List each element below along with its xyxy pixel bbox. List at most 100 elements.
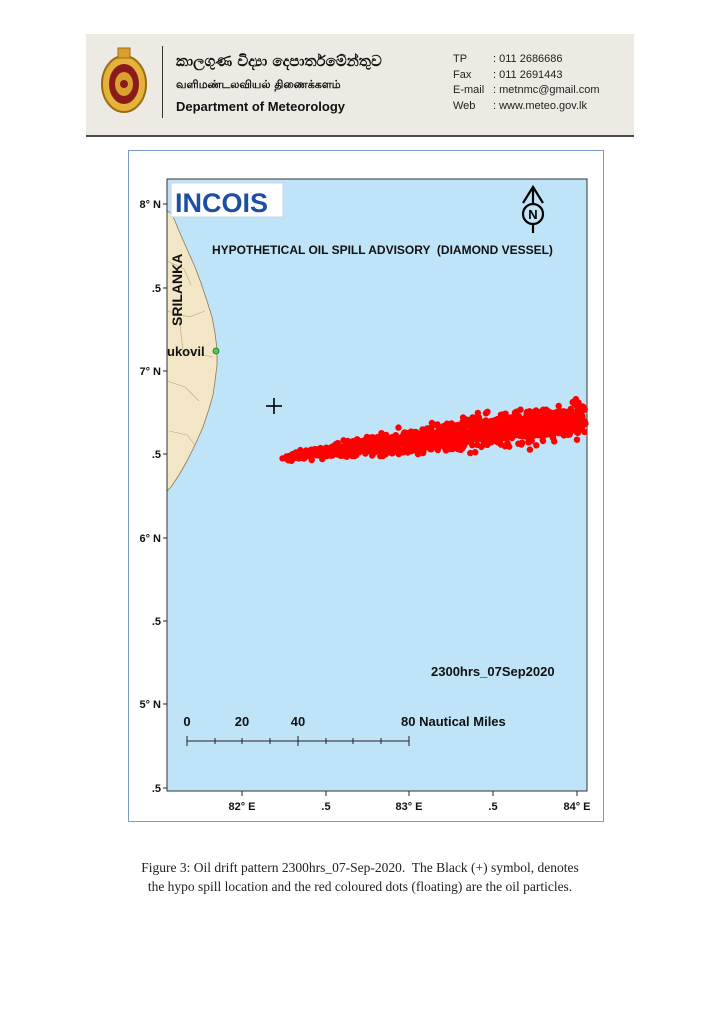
oil-particle: [532, 407, 539, 415]
oil-particle: [431, 435, 438, 442]
contact-block: TP: 011 2686686 Fax : 011 2691443 E-mail:…: [453, 52, 600, 114]
place-label: ukovil: [167, 344, 205, 359]
oil-particle: [574, 423, 581, 430]
oil-particle: [466, 417, 473, 424]
oil-particle: [533, 423, 540, 430]
oil-particle: [488, 437, 495, 444]
oil-particle: [301, 451, 309, 458]
oil-particle: [351, 452, 358, 460]
oil-particle: [343, 452, 351, 459]
scale-bar: 0 20 40 80 Nautical Miles: [183, 714, 506, 746]
lat-tick-label: 7° N: [139, 366, 161, 378]
oil-particle: [552, 409, 559, 416]
oil-particle: [454, 441, 461, 449]
oil-particle: [432, 441, 439, 449]
english-name: Department of Meteorology: [176, 99, 346, 114]
oil-particle: [447, 435, 455, 443]
oil-particle: [526, 446, 534, 453]
sri-lanka-land: [166, 210, 218, 492]
contact-value: : metnmc@gmail.com: [493, 84, 600, 96]
oil-particle: [389, 439, 396, 446]
oil-particle: [528, 427, 535, 434]
incois-logo: INCOIS: [170, 182, 284, 218]
lon-tick-label: 82° E: [228, 801, 255, 813]
oil-particle: [379, 432, 386, 440]
contact-label: Fax: [453, 68, 472, 81]
map-border: [166, 178, 588, 792]
oil-particle: [551, 415, 558, 422]
oil-particle: [467, 449, 474, 457]
oil-particle: [459, 434, 467, 442]
scale-label: 40: [291, 714, 305, 729]
town-marker: [212, 347, 220, 355]
lon-tick-label: .5: [321, 801, 330, 813]
oil-particle: [307, 450, 314, 457]
oil-particle: [401, 447, 408, 454]
oil-particle: [418, 432, 426, 439]
oil-particle: [370, 440, 377, 447]
lon-tick-label: 83° E: [395, 801, 422, 813]
oil-particle: [402, 442, 409, 449]
latitude-axis: 8° N .5 7° N .5 6° N .5 5° N .5: [139, 199, 167, 795]
oil-particle: [428, 419, 436, 427]
oil-particle: [471, 414, 479, 421]
oil-particle: [350, 441, 358, 449]
oil-particle: [555, 402, 562, 410]
north-arrow-icon: [521, 184, 545, 233]
oil-particle: [522, 420, 530, 427]
oil-particle: [559, 423, 567, 430]
oil-particle: [493, 429, 500, 436]
oil-particle: [568, 411, 575, 418]
oil-particle: [574, 429, 581, 437]
oil-particle: [331, 445, 339, 453]
oil-particle: [342, 443, 349, 450]
oil-particle: [452, 426, 459, 433]
oil-particle: [573, 402, 580, 409]
oil-particle: [543, 420, 551, 427]
lat-tick-label: 5° N: [139, 699, 161, 711]
oil-particle: [542, 428, 550, 436]
caption-line: Figure 3: Oil drift pattern 2300hrs_07-S…: [141, 860, 579, 875]
oil-particle: [427, 445, 434, 453]
oil-particle: [478, 443, 485, 451]
logo-text: INCOIS: [175, 188, 268, 218]
letterhead: කාලගුණ විද්‍යා දෙපාර්තමේන්තුව வளிமண்டலவி…: [86, 34, 634, 137]
oil-particle: [314, 449, 322, 457]
oil-particle: [292, 449, 299, 456]
oil-particle: [425, 429, 432, 436]
oil-particle: [435, 427, 442, 434]
header-divider: [162, 46, 163, 118]
lat-tick-label: .5: [152, 449, 161, 461]
lat-tick-label: .5: [152, 616, 161, 628]
oil-particle: [511, 424, 518, 431]
oil-particle: [518, 439, 526, 446]
contact-value: : 011 2691443: [493, 68, 563, 81]
scale-label: 80 Nautical Miles: [401, 714, 506, 729]
oil-particle: [569, 426, 576, 433]
oil-particle: [398, 436, 405, 443]
lon-tick-label: .5: [488, 801, 497, 813]
oil-particle: [382, 448, 389, 455]
lat-tick-label: .5: [152, 783, 161, 795]
oil-spill-map: INCOIS N HYPOTHETICAL OIL SPILL ADVISORY…: [139, 178, 591, 813]
oil-particle: [501, 443, 509, 450]
oil-particle: [480, 437, 487, 444]
oil-particle: [442, 433, 449, 440]
country-label: SRILANKA: [169, 254, 185, 326]
oil-particle: [459, 414, 467, 421]
sri-lanka-emblem-icon: [101, 47, 147, 113]
spill-location-marker: [266, 398, 282, 414]
oil-particle: [414, 435, 421, 442]
oil-particle: [573, 436, 581, 443]
oil-particle: [470, 422, 478, 430]
oil-particle: [525, 410, 533, 417]
contact-value: : 011 2686686: [493, 53, 563, 65]
contact-row: TP: 011 2686686: [453, 52, 600, 68]
oil-particle: [553, 427, 560, 435]
oil-particle: [489, 421, 497, 428]
oil-particle: [445, 425, 452, 433]
scale-label: 20: [235, 714, 249, 729]
oil-particle: [549, 433, 556, 440]
contact-label: E-mail: [453, 84, 485, 96]
oil-particle: [510, 413, 517, 421]
